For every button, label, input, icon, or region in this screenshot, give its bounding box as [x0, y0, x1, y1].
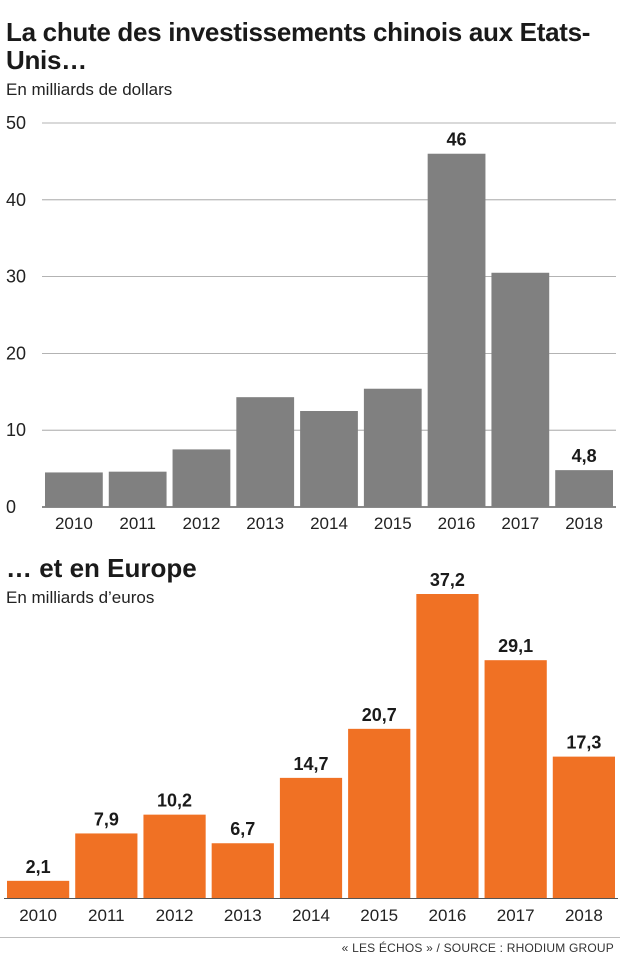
bar-europe-2013	[211, 843, 274, 898]
bar-us-2010	[45, 472, 103, 507]
chart-subtitle-europe: En milliards d’euros	[6, 588, 155, 607]
data-label: 6,7	[230, 819, 255, 839]
y-tick-label: 50	[6, 113, 26, 133]
bar-us-2015	[363, 388, 422, 507]
x-tick-label: 2014	[292, 906, 330, 925]
data-label: 37,2	[430, 570, 465, 590]
x-tick-label: 2017	[501, 514, 539, 533]
data-label: 20,7	[362, 705, 397, 725]
data-label: 17,3	[566, 733, 601, 753]
data-label: 7,9	[94, 809, 119, 829]
bar-europe-2016	[416, 594, 479, 898]
bar-europe-2012	[143, 814, 206, 898]
bar-europe-2017	[484, 660, 547, 898]
x-tick-label: 2017	[497, 906, 535, 925]
bar-europe-2015	[348, 728, 411, 898]
x-tick-label: 2012	[156, 906, 194, 925]
y-tick-label: 10	[6, 420, 26, 440]
data-label: 46	[447, 130, 467, 150]
y-tick-label: 30	[6, 267, 26, 287]
x-tick-label: 2010	[19, 906, 57, 925]
data-label: 29,1	[498, 636, 533, 656]
bar-us-2016	[427, 153, 486, 507]
x-tick-label: 2018	[565, 514, 603, 533]
bar-us-2018	[555, 470, 613, 507]
bar-us-2013	[236, 397, 295, 507]
data-label: 4,8	[572, 446, 597, 466]
bar-europe-2010	[7, 880, 70, 898]
x-tick-label: 2014	[310, 514, 348, 533]
x-tick-label: 2015	[374, 514, 412, 533]
footer-divider	[0, 937, 620, 938]
x-tick-label: 2015	[360, 906, 398, 925]
y-tick-label: 0	[6, 497, 16, 517]
bar-europe-2011	[75, 833, 138, 898]
x-tick-label: 2011	[88, 906, 125, 925]
y-tick-label: 20	[6, 343, 26, 363]
bar-us-2014	[300, 411, 358, 507]
x-tick-label: 2013	[246, 514, 284, 533]
bar-europe-2018	[552, 756, 615, 898]
data-label: 14,7	[293, 754, 328, 774]
y-tick-label: 40	[6, 190, 26, 210]
x-tick-label: 2010	[55, 514, 93, 533]
x-tick-label: 2012	[183, 514, 221, 533]
source-credit: « LES ÉCHOS » / SOURCE : RHODIUM GROUP	[341, 941, 614, 955]
chart-subtitle-us: En milliards de dollars	[6, 80, 173, 99]
chart-title-us: La chute des investissements chinois aux…	[6, 17, 591, 75]
data-label: 10,2	[157, 791, 192, 811]
chart-title-europe: … et en Europe	[6, 553, 197, 583]
x-tick-label: 2011	[119, 514, 156, 533]
bar-us-2011	[108, 471, 167, 507]
bar-us-2012	[172, 449, 231, 507]
x-tick-label: 2013	[224, 906, 262, 925]
bar-europe-2014	[279, 777, 343, 898]
x-tick-label: 2016	[429, 906, 467, 925]
x-tick-label: 2016	[438, 514, 476, 533]
bar-us-2017	[491, 272, 550, 507]
x-tick-label: 2018	[565, 906, 603, 925]
data-label: 2,1	[26, 857, 51, 877]
